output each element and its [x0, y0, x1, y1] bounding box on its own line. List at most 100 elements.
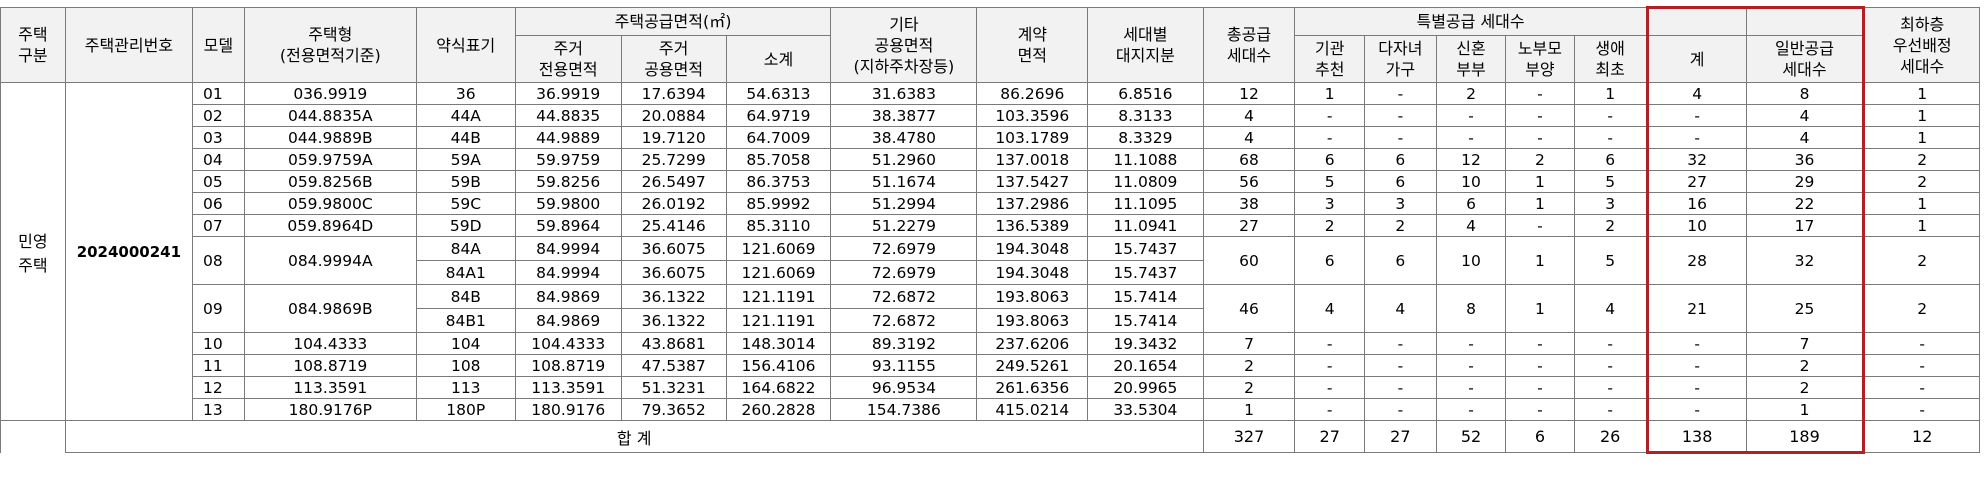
cell-sp-total: 21: [1645, 284, 1747, 333]
cell-subtotal: 85.9992: [725, 192, 832, 215]
cell-other-common: 72.6872: [830, 308, 978, 333]
cell-land-share: 20.9965: [1087, 376, 1204, 399]
cell-contract-area: 261.6356: [976, 376, 1089, 399]
cell-short-label: 84B1: [415, 308, 516, 333]
cell-sp-multichild: 6: [1363, 170, 1437, 193]
cell-lowest-floor: 1: [1863, 126, 1980, 149]
cell-sp-elderly: -: [1505, 376, 1575, 399]
cell-common-area: 36.6075: [620, 236, 727, 261]
header-highlight-top-left: [1645, 6, 1747, 36]
cell-sp-elderly: 1: [1505, 170, 1575, 193]
cell-sp-newlywed: -: [1435, 104, 1507, 127]
cell-sp-firsttime: 6: [1573, 148, 1648, 171]
cell-general-supply: 32: [1745, 236, 1866, 285]
cell-unit-type: 059.9800C: [243, 192, 417, 215]
cell-total-supply: 46: [1202, 284, 1296, 333]
cell-common-area: 36.6075: [620, 260, 727, 285]
cell-sp-institution: -: [1294, 376, 1365, 399]
cell-exclusive-area: 59.8256: [514, 170, 622, 193]
cell-sp-firsttime: 1: [1573, 82, 1648, 105]
cell-land-share: 20.1654: [1087, 354, 1204, 377]
cell-contract-area: 137.0018: [976, 148, 1089, 171]
cell-short-label: 84A: [415, 236, 516, 261]
header-sp-total: 계: [1645, 35, 1747, 83]
cell-sp-multichild: -: [1363, 376, 1437, 399]
cell-common-area: 26.0192: [620, 192, 727, 215]
cell-sp-newlywed: -: [1435, 376, 1507, 399]
cell-lowest-floor: -: [1863, 398, 1980, 421]
cell-exclusive-area: 44.8835: [514, 104, 622, 127]
cell-land-share: 33.5304: [1087, 398, 1204, 421]
cell-sp-institution: 4: [1294, 284, 1365, 333]
cell-lowest-floor: -: [1863, 376, 1980, 399]
cell-sp-firsttime: 4: [1573, 284, 1648, 333]
totals-sp-multichild: 27: [1363, 420, 1437, 453]
cell-model: 01: [191, 82, 245, 105]
cell-sp-total: -: [1645, 332, 1747, 355]
cell-short-label: 180P: [415, 398, 516, 421]
cell-contract-area: 415.0214: [976, 398, 1089, 421]
header-common-area: 주거 공용면적: [620, 35, 727, 83]
cell-short-label: 84B: [415, 284, 516, 309]
cell-common-area: 20.0884: [620, 104, 727, 127]
cell-total-supply: 56: [1202, 170, 1296, 193]
cell-sp-elderly: 1: [1505, 192, 1575, 215]
cell-general-supply: 17: [1745, 214, 1866, 237]
table-row: 13 180.9176P 180P 180.9176 79.3652 260.2828 15…: [1, 398, 1980, 421]
cell-land-share: 15.7437: [1087, 260, 1204, 285]
cell-subtotal: 148.3014: [725, 332, 832, 355]
totals-total-supply: 327: [1202, 420, 1296, 453]
header-unit-type: 주택형 (전용면적기준): [243, 7, 417, 83]
header-land-share: 세대별 대지지분: [1087, 7, 1204, 83]
cell-sp-firsttime: 3: [1573, 192, 1648, 215]
header-sp-firsttime: 생애 최초: [1573, 35, 1648, 83]
cell-contract-area: 103.3596: [976, 104, 1089, 127]
cell-general-supply: 25: [1745, 284, 1866, 333]
cell-short-label: 44A: [415, 104, 516, 127]
cell-model: 02: [191, 104, 245, 127]
totals-general-supply: 189: [1745, 420, 1866, 454]
table-row: 12 113.3591 113 113.3591 51.3231 164.6822 96.9…: [1, 376, 1980, 399]
cell-subtotal: 85.3110: [725, 214, 832, 237]
cell-sp-multichild: -: [1363, 126, 1437, 149]
cell-contract-area: 193.8063: [976, 308, 1089, 333]
header-model: 모델: [191, 7, 245, 83]
cell-total-supply: 4: [1202, 104, 1296, 127]
cell-sp-newlywed: -: [1435, 354, 1507, 377]
table-row: 84B1 84.9869 36.1322 121.1191 72.6872 193.806…: [1, 308, 1980, 333]
cell-short-label: 59B: [415, 170, 516, 193]
cell-sp-total: 28: [1645, 236, 1747, 285]
header-contract-area: 계약 면적: [976, 7, 1089, 83]
cell-sp-firsttime: -: [1573, 104, 1648, 127]
cell-sp-total: 16: [1645, 192, 1747, 215]
header-unit-type-title: 주택형: [308, 25, 353, 44]
totals-sp-elderly: 6: [1505, 420, 1575, 453]
cell-lowest-floor: 2: [1863, 284, 1980, 333]
cell-exclusive-area: 36.9919: [514, 82, 622, 105]
cell-sp-institution: 5: [1294, 170, 1365, 193]
cell-other-common: 72.6979: [830, 260, 978, 285]
cell-short-label: 44B: [415, 126, 516, 149]
cell-common-area: 47.5387: [620, 354, 727, 377]
cell-sp-institution: -: [1294, 126, 1365, 149]
cell-contract-area: 136.5389: [976, 214, 1089, 237]
cell-subtotal: 85.7058: [725, 148, 832, 171]
cell-other-common: 93.1155: [830, 354, 978, 377]
cell-total-supply: 38: [1202, 192, 1296, 215]
cell-exclusive-area: 59.9759: [514, 148, 622, 171]
cell-sp-multichild: -: [1363, 82, 1437, 105]
cell-general-supply: 8: [1745, 82, 1866, 105]
cell-exclusive-area: 113.3591: [514, 376, 622, 399]
table-header: 주택 구분 주택관리번호 모델 주택형 (전용면적기준) 약식표기 주택공급면적…: [0, 6, 1980, 83]
cell-model: 04: [191, 148, 245, 171]
cell-sp-elderly: 1: [1505, 236, 1575, 285]
cell-common-area: 51.3231: [620, 376, 727, 399]
cell-sp-multichild: 3: [1363, 192, 1437, 215]
cell-sp-newlywed: 10: [1435, 170, 1507, 193]
cell-contract-area: 194.3048: [976, 260, 1089, 285]
cell-model: 11: [191, 354, 245, 377]
cell-short-label: 84A1: [415, 260, 516, 285]
table-row: 09 084.9869B 84B 84.9869 36.1322 121.1191 72.6…: [1, 284, 1980, 333]
cell-short-label: 104: [415, 332, 516, 355]
cell-sp-institution: 2: [1294, 214, 1365, 237]
